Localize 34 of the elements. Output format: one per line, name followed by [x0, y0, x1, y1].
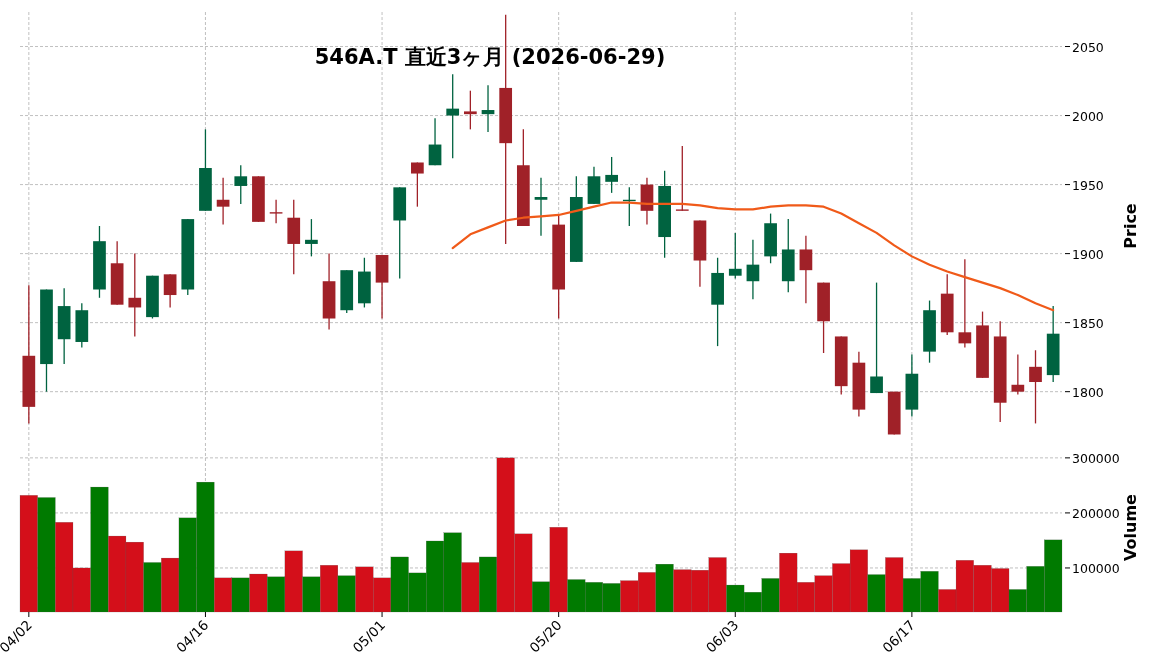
y-tick-label: 1900	[1072, 246, 1104, 262]
candlestick	[305, 218, 318, 258]
text: 546A.T 直近3ヶ月 (2026-06-29)	[314, 45, 666, 69]
candlestick	[128, 252, 142, 338]
candlestick	[428, 117, 442, 166]
y-tick-label: 100000	[1072, 560, 1120, 576]
y-tick-label: 2050	[1072, 39, 1104, 55]
candlestick	[234, 164, 248, 205]
candlestick	[958, 258, 972, 349]
y-tick-label: 1800	[1072, 384, 1104, 400]
y-tick-label: 200000	[1072, 505, 1120, 521]
candlestick	[269, 199, 283, 224]
y-tick-label: 1850	[1072, 315, 1104, 331]
candlestick	[481, 84, 495, 133]
y-tick-label: 1950	[1072, 177, 1104, 193]
candlestick	[411, 161, 424, 208]
candlestick	[799, 235, 813, 304]
candlestick	[446, 73, 460, 159]
candlestick	[464, 90, 477, 130]
candlestick	[605, 156, 618, 194]
y-tick-label: 2000	[1072, 108, 1104, 124]
y-axis-title: Price	[1121, 203, 1140, 249]
y-tick-label: 300000	[1072, 450, 1120, 466]
y-axis-title: Volume	[1121, 493, 1140, 561]
candlestick	[870, 281, 883, 394]
candlestick	[1029, 349, 1042, 425]
candlestick	[728, 232, 742, 280]
candlestick	[163, 273, 177, 309]
candlestick	[1011, 353, 1025, 396]
candlestick	[216, 177, 230, 226]
line-series	[451, 201, 1055, 312]
candlestick	[675, 145, 689, 212]
candlestick	[746, 239, 760, 300]
candlestick	[534, 177, 548, 237]
